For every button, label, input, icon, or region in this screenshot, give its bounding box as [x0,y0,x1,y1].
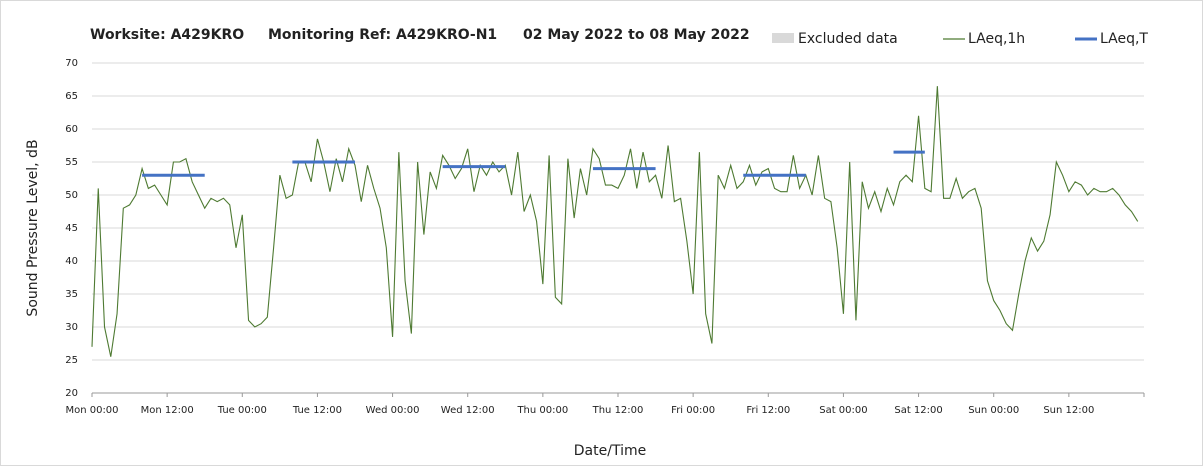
y-tick-label: 25 [65,355,78,366]
x-tick-label: Wed 00:00 [366,405,420,416]
y-tick-label: 70 [65,58,78,69]
x-axis-label: Date/Time [574,443,646,459]
x-tick-label: Thu 00:00 [516,405,568,416]
legend-label: LAeq,1h [968,31,1025,47]
y-tick-label: 40 [65,256,78,267]
x-tick-label: Mon 12:00 [141,405,194,416]
x-tick-label: Thu 12:00 [592,405,644,416]
legend-label: LAeq,T [1100,31,1148,47]
x-tick-label: Sat 12:00 [894,405,942,416]
x-tick-label: Fri 12:00 [746,405,790,416]
x-tick-label: Tue 00:00 [217,405,267,416]
x-tick-label: Sun 00:00 [968,405,1019,416]
x-tick-label: Sun 12:00 [1043,405,1094,416]
title-dates: 02 May 2022 to 08 May 2022 [523,27,750,43]
y-axis-label: Sound Pressure Level, dB [25,139,41,316]
title-ref: Monitoring Ref: A429KRO-N1 [268,27,497,43]
x-tick-label: Wed 12:00 [441,405,495,416]
y-tick-label: 35 [65,289,78,300]
laeq-1h-line [91,86,1139,357]
y-tick-label: 60 [65,124,78,135]
legend-swatch-excluded [772,33,794,43]
x-tick-label: Tue 12:00 [292,405,342,416]
y-tick-label: 45 [65,223,78,234]
y-tick-label: 20 [65,388,78,399]
legend-label-excluded: Excluded data [798,31,898,47]
y-tick-label: 50 [65,190,78,201]
x-tick-label: Fri 00:00 [671,405,715,416]
title-worksite: Worksite: A429KRO [90,27,244,43]
y-tick-label: 30 [65,322,78,333]
x-tick-label: Mon 00:00 [65,405,118,416]
y-tick-label: 65 [65,91,78,102]
y-tick-label: 55 [65,157,78,168]
x-tick-label: Sat 00:00 [819,405,867,416]
